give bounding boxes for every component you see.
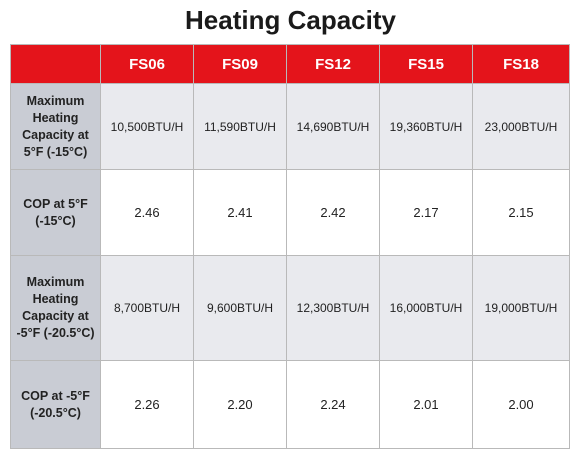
table-row-cop-neg5f: COP at -5°F (-20.5°C) 2.26 2.20 2.24 2.0… <box>10 360 570 449</box>
table-cell: 2.42 <box>286 169 380 256</box>
table-row-cop-5f: COP at 5°F (-15°C) 2.46 2.41 2.42 2.17 2… <box>10 169 570 256</box>
table-cell: 23,000BTU/H <box>472 83 570 170</box>
column-header-fs15: FS15 <box>379 44 473 84</box>
table-cell: 2.00 <box>472 360 570 449</box>
row-label: Maximum Heating Capacity at -5°F (-20.5°… <box>10 255 101 361</box>
table-cell: 2.26 <box>100 360 194 449</box>
table-cell: 19,360BTU/H <box>379 83 473 170</box>
row-label: COP at -5°F (-20.5°C) <box>10 360 101 449</box>
row-label: COP at 5°F (-15°C) <box>10 169 101 256</box>
table-row-max-capacity-neg5f: Maximum Heating Capacity at -5°F (-20.5°… <box>10 255 570 361</box>
table-cell: 2.01 <box>379 360 473 449</box>
table-cell: 2.46 <box>100 169 194 256</box>
table-cell: 9,600BTU/H <box>193 255 287 361</box>
column-header-fs18: FS18 <box>472 44 570 84</box>
header-corner <box>10 44 101 84</box>
table-cell: 2.15 <box>472 169 570 256</box>
table-cell: 19,000BTU/H <box>472 255 570 361</box>
column-header-fs09: FS09 <box>193 44 287 84</box>
row-label: Maximum Heating Capacity at 5°F (-15°C) <box>10 83 101 170</box>
table-cell: 12,300BTU/H <box>286 255 380 361</box>
heating-capacity-table: FS06 FS09 FS12 FS15 FS18 Maximum Heating… <box>10 44 570 449</box>
table-cell: 2.20 <box>193 360 287 449</box>
page-title: Heating Capacity <box>185 5 396 35</box>
table-cell: 2.41 <box>193 169 287 256</box>
table-cell: 2.17 <box>379 169 473 256</box>
column-header-fs06: FS06 <box>100 44 194 84</box>
table-cell: 16,000BTU/H <box>379 255 473 361</box>
header-row: FS06 FS09 FS12 FS15 FS18 <box>10 44 570 84</box>
table-row-max-capacity-5f: Maximum Heating Capacity at 5°F (-15°C) … <box>10 83 570 170</box>
table-cell: 14,690BTU/H <box>286 83 380 170</box>
table-cell: 8,700BTU/H <box>100 255 194 361</box>
table-cell: 11,590BTU/H <box>193 83 287 170</box>
table-cell: 2.24 <box>286 360 380 449</box>
column-header-fs12: FS12 <box>286 44 380 84</box>
table-cell: 10,500BTU/H <box>100 83 194 170</box>
